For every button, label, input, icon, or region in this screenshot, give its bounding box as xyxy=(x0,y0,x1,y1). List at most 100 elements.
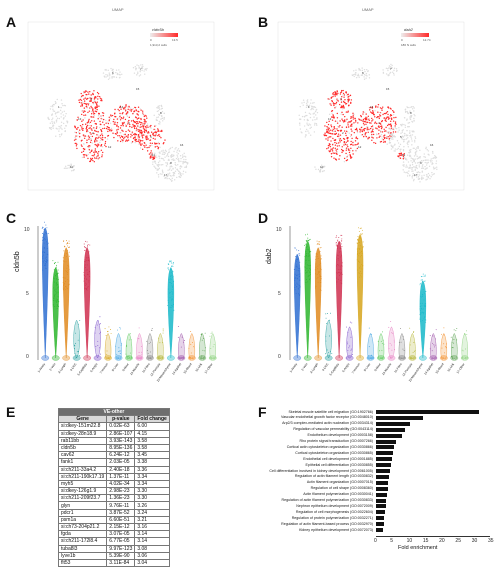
violin-point xyxy=(352,354,354,356)
violin-point xyxy=(115,345,117,347)
umap-point xyxy=(143,130,145,133)
umap-cluster-label: 9 xyxy=(420,161,422,165)
violin-point xyxy=(159,357,161,359)
umap-point xyxy=(105,76,107,78)
umap-point xyxy=(85,103,87,105)
go-bar xyxy=(376,504,386,509)
umap-point xyxy=(81,139,83,142)
umap-point xyxy=(414,115,416,117)
umap-point xyxy=(401,131,403,133)
violin-point xyxy=(356,259,358,261)
violin-point xyxy=(53,287,55,289)
violin-point xyxy=(83,280,85,282)
violin-point xyxy=(87,287,89,289)
violin-base xyxy=(314,355,322,361)
violin-point xyxy=(296,259,298,260)
table-cell-pvalue: 9.97E-123 xyxy=(106,544,136,553)
umap-point xyxy=(85,104,88,106)
table-header-pvalue: p-value xyxy=(106,415,136,424)
violin-point xyxy=(158,337,160,339)
umap-point xyxy=(305,106,308,109)
umap-point xyxy=(331,130,334,132)
umap-point xyxy=(119,140,122,143)
umap-point xyxy=(414,162,417,164)
umap-point xyxy=(151,142,154,145)
violin-point xyxy=(86,250,88,252)
umap-point xyxy=(410,136,412,138)
umap-point xyxy=(326,147,328,150)
violin-point xyxy=(310,251,312,253)
umap-point xyxy=(398,145,401,148)
table-cell-fold: 4.15 xyxy=(134,429,170,438)
violin-point xyxy=(87,244,89,246)
umap-point xyxy=(109,117,111,119)
violin-point xyxy=(466,333,468,335)
umap-point xyxy=(90,97,93,100)
umap-point xyxy=(116,72,119,75)
go-term-label: Cell differentiation involved in kidney … xyxy=(269,468,373,473)
umap-point xyxy=(425,179,427,181)
go-x-tick: 35 xyxy=(488,537,494,544)
violin-point xyxy=(319,275,321,277)
violin-point xyxy=(296,277,298,279)
violin-point xyxy=(466,357,468,359)
umap-point xyxy=(76,147,78,150)
umap-point xyxy=(112,73,114,75)
umap-point xyxy=(355,127,358,130)
umap-point xyxy=(314,119,316,121)
umap-point xyxy=(327,144,330,147)
violin-point xyxy=(393,339,395,341)
umap-point xyxy=(324,125,326,127)
umap-cluster-label: 5 xyxy=(150,135,152,139)
violin-point xyxy=(181,336,183,338)
umap-point xyxy=(315,123,318,125)
violin-point xyxy=(46,248,48,249)
violin-point xyxy=(393,341,395,343)
umap-point xyxy=(370,122,372,124)
umap-point xyxy=(89,127,91,129)
violin-category-label: 15-Blood xyxy=(182,362,192,374)
violin-point xyxy=(67,272,68,273)
umap-point xyxy=(125,130,127,133)
table-cell-pvalue: 3.11E-84 xyxy=(106,558,136,567)
violin-point xyxy=(425,306,426,307)
umap-point xyxy=(136,74,138,76)
umap-point xyxy=(99,134,102,137)
violin-point xyxy=(168,288,169,290)
umap-point xyxy=(61,133,63,135)
violin-point xyxy=(63,285,65,287)
umap-cluster-label: 10 xyxy=(70,165,74,169)
umap-point xyxy=(125,105,127,107)
umap-point xyxy=(417,145,419,148)
violin-point xyxy=(171,278,173,280)
violin-point xyxy=(443,327,445,329)
umap-point xyxy=(103,76,106,78)
violin-point xyxy=(465,357,467,359)
violin-point xyxy=(84,258,86,260)
umap-point xyxy=(144,119,146,122)
violin-point xyxy=(44,257,46,259)
umap-point xyxy=(371,139,373,142)
umap-point xyxy=(154,129,157,131)
violin-point xyxy=(85,284,87,286)
umap-point xyxy=(346,118,348,121)
umap-point xyxy=(389,120,392,122)
umap-point xyxy=(60,116,62,118)
go-bar xyxy=(376,433,403,438)
violin-base xyxy=(93,355,102,361)
umap-point xyxy=(129,125,131,128)
umap-point xyxy=(301,115,304,118)
umap-point xyxy=(184,155,186,158)
violin-point xyxy=(306,233,308,235)
umap-point xyxy=(355,143,357,146)
violin-point xyxy=(320,247,322,248)
umap-point xyxy=(365,135,367,138)
umap-point xyxy=(307,124,310,127)
umap-point xyxy=(417,171,420,173)
umap-point xyxy=(389,71,392,74)
umap-point xyxy=(94,130,96,132)
violin-point xyxy=(66,240,67,242)
legend-sub-a: 1,913,2 cells xyxy=(150,43,167,47)
violin-point xyxy=(204,347,206,349)
